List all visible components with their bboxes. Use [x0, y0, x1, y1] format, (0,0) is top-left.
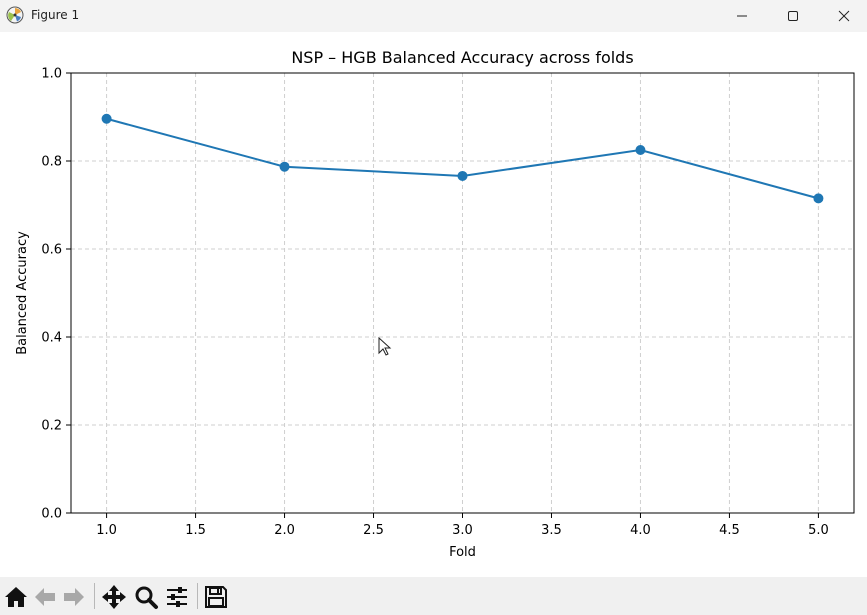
home-icon	[5, 587, 27, 607]
window-titlebar: Figure 1	[0, 0, 867, 32]
y-tick-label: 0.6	[41, 243, 62, 258]
configure-subplots-button[interactable]	[164, 584, 190, 610]
save-icon	[205, 586, 227, 608]
y-tick-label: 1.0	[41, 67, 62, 82]
back-arrow-icon	[35, 588, 55, 606]
maximize-icon	[788, 11, 798, 21]
x-tick-label: 3.0	[452, 523, 473, 538]
data-point	[101, 113, 112, 124]
maximize-button[interactable]	[770, 0, 816, 32]
y-axis-label: Balanced Accuracy	[15, 231, 30, 355]
data-point	[279, 161, 290, 172]
axis-ticks: 1.0 1.5 2.0 2.5 3.0 3.5 4.0 4.5 5.0 0.0 0.2 0.4 0.6 0…	[41, 67, 828, 539]
x-tick-label: 2.5	[363, 523, 384, 538]
zoom-icon	[135, 586, 158, 609]
matplotlib-app-icon	[6, 6, 24, 24]
data-series	[101, 113, 824, 204]
forward-arrow-icon	[64, 588, 84, 606]
y-tick-label: 0.0	[41, 507, 62, 522]
data-point	[457, 170, 468, 181]
minimize-button[interactable]	[719, 0, 765, 32]
line-chart: 1.0 1.5 2.0 2.5 3.0 3.5 4.0 4.5 5.0 0.0 0.2 0.4 0.6 0…	[15, 48, 855, 560]
data-point	[635, 145, 646, 155]
close-button[interactable]	[821, 0, 867, 32]
close-icon	[838, 10, 850, 22]
home-button[interactable]	[3, 584, 29, 610]
x-tick-label: 4.0	[630, 523, 651, 538]
chart-title: NSP – HGB Balanced Accuracy across folds	[291, 48, 633, 67]
y-tick-label: 0.2	[41, 419, 62, 434]
x-tick-label: 5.0	[808, 523, 829, 538]
pan-icon	[102, 585, 126, 609]
x-tick-label: 4.5	[719, 523, 740, 538]
toolbar-separator	[197, 583, 198, 609]
grid	[71, 72, 854, 514]
pan-button[interactable]	[101, 584, 127, 610]
x-tick-label: 2.0	[274, 523, 295, 538]
mouse-cursor	[378, 336, 392, 356]
navigation-toolbar	[0, 577, 867, 615]
x-tick-label: 1.0	[96, 523, 117, 538]
save-button[interactable]	[203, 584, 229, 610]
configure-subplots-icon	[167, 587, 187, 607]
minimize-icon	[737, 15, 747, 17]
back-button[interactable]	[32, 584, 58, 610]
data-point	[813, 193, 824, 204]
zoom-button[interactable]	[133, 584, 159, 610]
figure-canvas[interactable]: 1.0 1.5 2.0 2.5 3.0 3.5 4.0 4.5 5.0 0.0 0.2 0.4 0.6 0…	[0, 32, 867, 577]
y-tick-label: 0.4	[41, 331, 62, 346]
toolbar-separator	[94, 583, 95, 609]
x-axis-label: Fold	[449, 545, 476, 560]
y-tick-label: 0.8	[41, 155, 62, 170]
x-tick-label: 1.5	[185, 523, 206, 538]
window-title: Figure 1	[31, 8, 80, 22]
forward-button[interactable]	[61, 584, 87, 610]
x-tick-label: 3.5	[541, 523, 562, 538]
